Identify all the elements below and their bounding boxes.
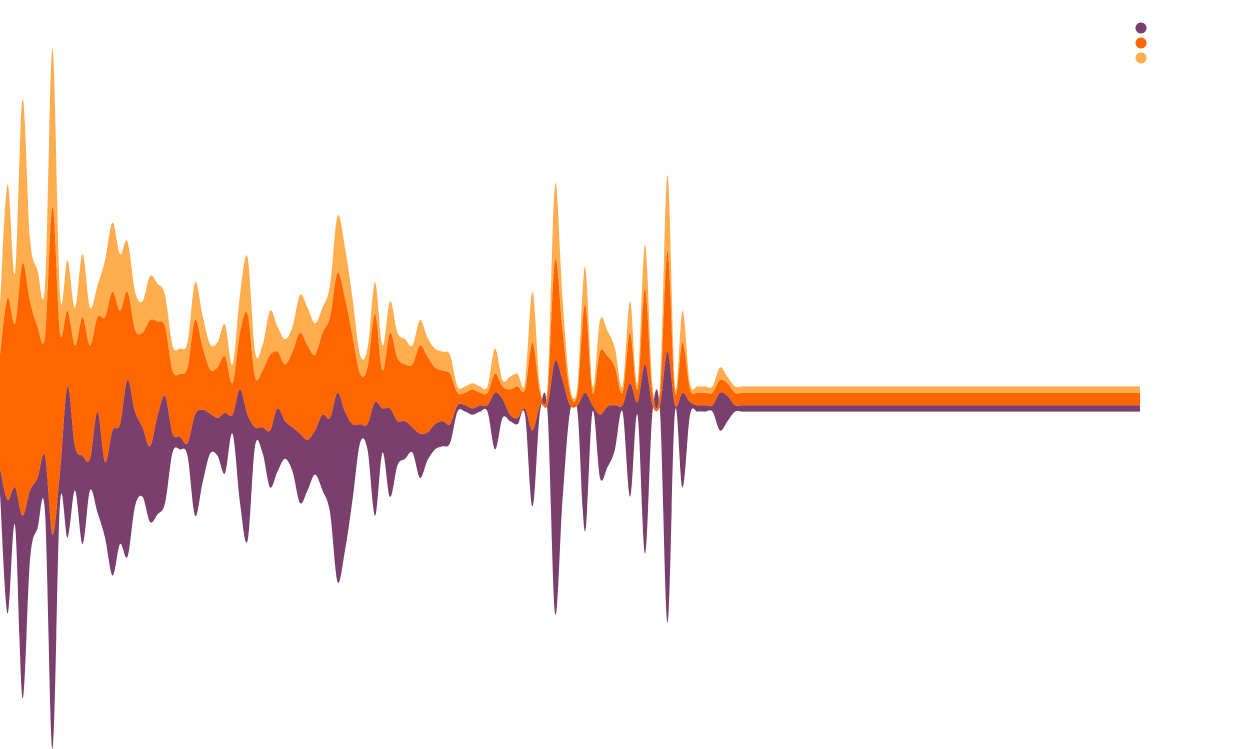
series-area-3: [0, 48, 1140, 409]
series-area-2: [0, 206, 1140, 535]
legend-marker-2: [1135, 37, 1147, 49]
series-area-1: [0, 351, 1140, 749]
legend: [1135, 22, 1147, 64]
series-areas: [0, 48, 1140, 749]
legend-marker-1: [1135, 22, 1147, 34]
legend-marker-3: [1135, 52, 1147, 64]
